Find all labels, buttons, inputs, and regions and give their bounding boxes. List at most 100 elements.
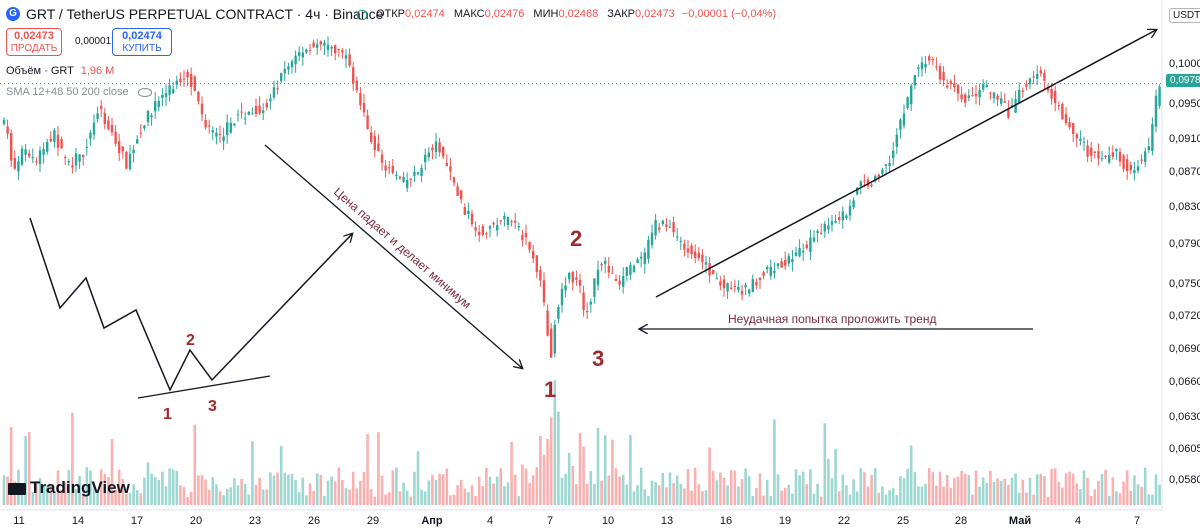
candle-body bbox=[42, 148, 45, 155]
candle-body bbox=[24, 149, 27, 155]
volume-bar bbox=[625, 484, 629, 505]
candle-body bbox=[895, 134, 898, 147]
candle bbox=[755, 278, 758, 290]
volume-bar bbox=[1151, 494, 1154, 505]
candle bbox=[1032, 70, 1035, 85]
candle-body bbox=[510, 221, 513, 223]
candle bbox=[42, 142, 45, 164]
candle bbox=[1054, 85, 1057, 112]
volume-bar bbox=[492, 483, 495, 505]
volume-bar bbox=[146, 462, 150, 505]
candle bbox=[701, 248, 704, 270]
candle-body bbox=[704, 262, 708, 265]
candle-body bbox=[211, 130, 214, 133]
candle bbox=[856, 187, 859, 196]
volume-bar bbox=[474, 496, 477, 505]
candle-body bbox=[953, 83, 956, 88]
chart-title[interactable]: GRT / TetherUS PERPETUAL CONTRACT · 4ч ·… bbox=[26, 6, 384, 22]
price-tick-label: 0,0690 bbox=[1169, 343, 1200, 355]
eye-hidden-icon[interactable] bbox=[137, 87, 152, 97]
volume-bar bbox=[575, 484, 578, 505]
volume-bar bbox=[949, 487, 953, 505]
volume-bar bbox=[222, 495, 225, 505]
volume-bar bbox=[427, 480, 431, 505]
candle bbox=[1122, 153, 1125, 173]
candle-body bbox=[503, 215, 506, 220]
candle-body bbox=[791, 258, 794, 263]
volume-bar bbox=[333, 481, 337, 505]
candle-body bbox=[218, 133, 222, 135]
high-value: 0,02476 bbox=[484, 8, 525, 20]
volume-bar bbox=[701, 491, 704, 505]
candle-body bbox=[208, 125, 211, 127]
volume-bar bbox=[744, 468, 747, 505]
time-tick-label: 7 bbox=[1134, 515, 1140, 527]
candle bbox=[74, 148, 78, 172]
candle-body bbox=[1025, 84, 1028, 87]
volume-bar bbox=[816, 483, 819, 505]
volume-bar bbox=[132, 484, 135, 505]
volume-bar bbox=[305, 495, 308, 505]
volume-bar bbox=[686, 469, 690, 505]
candle-body bbox=[164, 93, 168, 98]
candle bbox=[125, 150, 128, 170]
buy-button[interactable]: 0,02474 КУПИТЬ bbox=[112, 28, 172, 56]
candle bbox=[892, 142, 895, 166]
sma-legend[interactable]: SMA 12+48 50 200 close bbox=[6, 86, 152, 98]
volume-bar bbox=[107, 477, 110, 505]
candle-body bbox=[449, 166, 452, 172]
candle bbox=[679, 236, 682, 250]
volume-bar bbox=[294, 479, 297, 505]
candle-body bbox=[125, 151, 128, 169]
candle-body bbox=[139, 132, 142, 134]
candle bbox=[805, 240, 808, 250]
candle-body bbox=[600, 264, 603, 266]
candle bbox=[470, 209, 474, 228]
candle bbox=[1046, 83, 1050, 94]
volume-bar bbox=[884, 494, 888, 505]
candle bbox=[258, 96, 261, 116]
currency-label[interactable]: USDT bbox=[1169, 8, 1200, 23]
candle-body bbox=[269, 98, 272, 102]
candle bbox=[326, 36, 330, 57]
candle bbox=[492, 221, 495, 228]
candle bbox=[874, 174, 877, 184]
volume-bar bbox=[74, 489, 78, 505]
candle-body bbox=[938, 66, 942, 80]
volume-bar bbox=[56, 470, 60, 505]
symbol-logo[interactable]: G bbox=[6, 7, 20, 21]
price-tick-label: 0,0720 bbox=[1169, 310, 1200, 322]
volume-bar bbox=[647, 495, 650, 505]
candle bbox=[200, 96, 204, 121]
tradingview-logo[interactable]: TradingView bbox=[8, 478, 130, 498]
candle bbox=[344, 49, 348, 68]
candle bbox=[913, 74, 916, 90]
sell-button[interactable]: 0,02473 ПРОДАТЬ bbox=[6, 28, 62, 56]
volume-bar bbox=[571, 466, 575, 505]
volume-bar bbox=[1158, 484, 1161, 505]
volume-bar bbox=[31, 492, 35, 505]
candle bbox=[1021, 87, 1024, 98]
volume-bar bbox=[35, 481, 38, 505]
volume-bar bbox=[672, 483, 675, 505]
candle bbox=[395, 171, 398, 181]
volume-legend[interactable]: Объём · GRT 1,96 M bbox=[6, 65, 114, 77]
candle bbox=[218, 125, 222, 143]
volume-bar bbox=[330, 476, 333, 505]
candle-body bbox=[1111, 152, 1114, 157]
volume-bar bbox=[150, 473, 153, 505]
volume-bar bbox=[434, 479, 438, 505]
volume-bar bbox=[539, 436, 542, 505]
candle-body bbox=[683, 243, 686, 250]
candle bbox=[283, 60, 286, 82]
volume-bar bbox=[629, 435, 632, 505]
volume-bar bbox=[193, 424, 197, 505]
volume-bar bbox=[927, 468, 931, 505]
volume-bar bbox=[1118, 493, 1122, 505]
volume-bar bbox=[348, 489, 351, 505]
candle bbox=[668, 219, 672, 229]
candle bbox=[550, 323, 553, 359]
volume-bar bbox=[413, 471, 416, 505]
candle bbox=[2, 117, 6, 126]
